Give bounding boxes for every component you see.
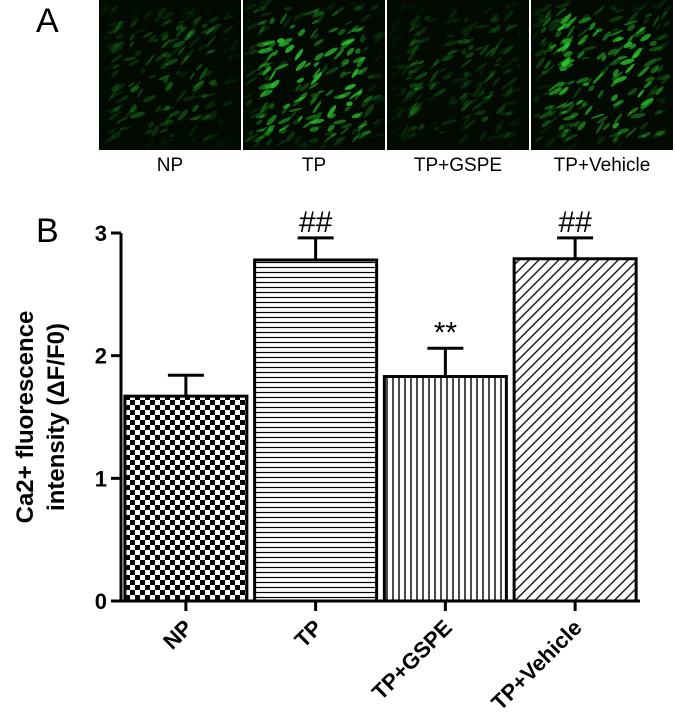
micrograph-tp-gspe — [387, 0, 529, 150]
micrograph-label: TP — [301, 155, 327, 176]
panel-a-letter: A — [36, 2, 59, 40]
significance-mark: ## — [299, 206, 333, 239]
micrograph-label: TP+GSPE — [413, 155, 503, 176]
y-tick-label: 2 — [95, 344, 107, 369]
y-tick-label: 3 — [95, 221, 107, 246]
micrograph-label: TP+Vehicle — [553, 155, 651, 176]
micrograph-row — [99, 0, 673, 150]
bar-tp — [253, 258, 379, 603]
significance-mark: ** — [434, 316, 458, 349]
y-tick-label: 1 — [95, 466, 107, 491]
significance-marks: ## ** ## — [299, 206, 592, 349]
x-tick-label: NP — [158, 615, 197, 654]
bar-tp-vehicle — [512, 257, 638, 603]
micrograph-np — [99, 0, 241, 150]
x-ticks: NP TP TP+GSPE TP+Vehicle — [158, 601, 587, 715]
bar-tp-gspe — [382, 375, 508, 603]
error-bars — [167, 236, 594, 397]
bar-np — [123, 394, 249, 603]
y-tick-label: 0 — [95, 589, 107, 614]
x-tick-label: TP+Vehicle — [486, 615, 586, 715]
y-axis-label: Ca2+ fluorescence intensity (ΔF/F0) — [12, 311, 70, 524]
micrograph-label: NP — [156, 155, 184, 176]
significance-mark: ## — [558, 206, 592, 239]
x-tick-label: TP — [290, 615, 328, 653]
y-axis-label-line1: Ca2+ fluorescence — [12, 311, 39, 524]
x-tick-label: TP+GSPE — [367, 615, 457, 705]
micrograph-tp-vehicle — [531, 0, 673, 150]
bar-chart: Ca2+ fluorescence intensity (ΔF/F0) ##**#… — [12, 206, 640, 715]
y-axis-label-line2: intensity (ΔF/F0) — [43, 323, 70, 511]
y-ticks: 0 1 2 3 — [95, 221, 121, 614]
micrograph-tp — [243, 0, 385, 150]
panel-b-letter: B — [36, 212, 59, 250]
bars — [123, 257, 638, 603]
